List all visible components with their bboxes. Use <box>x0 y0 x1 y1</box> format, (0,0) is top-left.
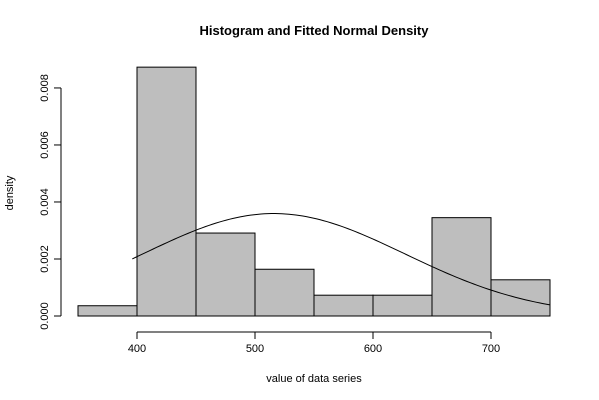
y-tick-label: 0.006 <box>39 131 51 159</box>
histogram-bar-2 <box>195 232 256 317</box>
fitted-normal-curve-group <box>132 213 551 306</box>
x-tick-label: 400 <box>128 343 146 355</box>
y-tick-label: 0.004 <box>39 188 51 216</box>
x-tick-label: 600 <box>364 343 382 355</box>
x-axis-label: value of data series <box>266 373 362 385</box>
y-tick-label: 0.008 <box>39 74 51 102</box>
y-tick-label: 0.000 <box>39 302 51 330</box>
histogram-bar-5 <box>372 294 433 317</box>
histogram-bar-6 <box>431 217 492 317</box>
histogram-bar-0 <box>77 305 138 317</box>
fitted-normal-curve <box>132 213 551 306</box>
chart-title: Histogram and Fitted Normal Density <box>200 23 430 38</box>
histogram-bar-1 <box>136 66 197 317</box>
y-axis: 0.000 0.002 0.004 0.006 0.008 <box>39 74 62 330</box>
x-tick-label: 500 <box>246 343 264 355</box>
x-axis: 400 500 600 700 <box>128 331 500 355</box>
histogram-bar-4 <box>313 294 374 317</box>
x-tick-label: 700 <box>482 343 500 355</box>
y-tick-label: 0.002 <box>39 245 51 273</box>
histogram-bar-7 <box>490 279 551 317</box>
histogram-bar-3 <box>254 268 315 317</box>
histogram-bars <box>77 66 551 317</box>
y-axis-label: density <box>4 175 16 210</box>
